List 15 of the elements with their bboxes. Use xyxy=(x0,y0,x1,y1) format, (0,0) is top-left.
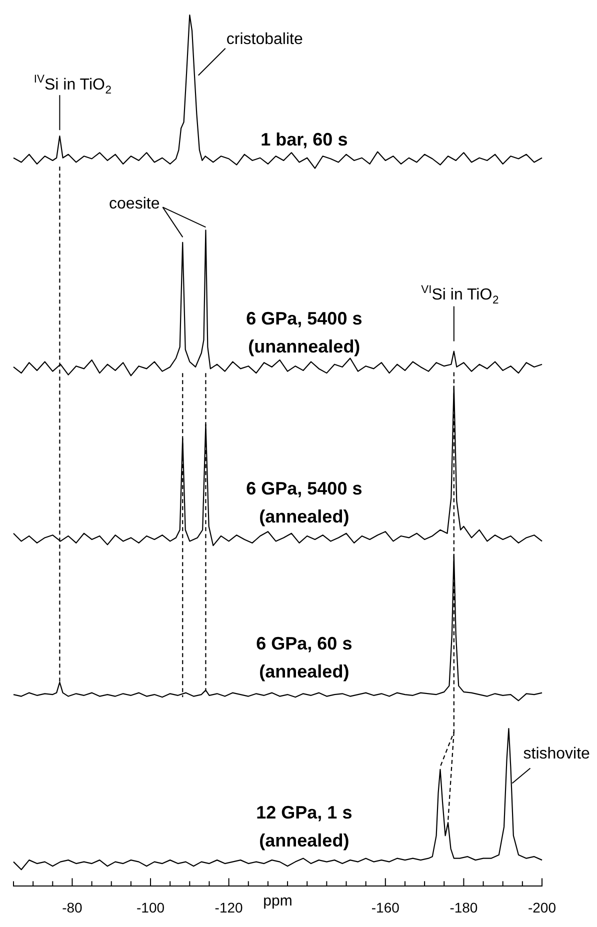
x-tick-label: -200 xyxy=(528,899,556,916)
series-label: 6 GPa, 5400 s (unannealed) xyxy=(246,308,362,357)
x-axis-title: ppm xyxy=(263,892,292,910)
x-tick-label: -80 xyxy=(62,899,83,916)
x-tick-label: -180 xyxy=(450,899,478,916)
series-label: 6 GPa, 60 s (annealed) xyxy=(256,634,352,682)
series-label: 1 bar, 60 s xyxy=(260,129,348,150)
annotation: cristobalite xyxy=(226,30,303,48)
x-tick-label: -100 xyxy=(136,899,165,916)
x-tick-label: -160 xyxy=(371,899,400,916)
x-tick-label: -120 xyxy=(214,899,244,916)
series-label: 12 GPa, 1 s (annealed) xyxy=(256,802,352,851)
annotation: stishovite xyxy=(523,746,590,763)
series-label: 6 GPa, 5400 s (annealed) xyxy=(246,478,362,527)
annotation: coesite xyxy=(109,196,160,213)
